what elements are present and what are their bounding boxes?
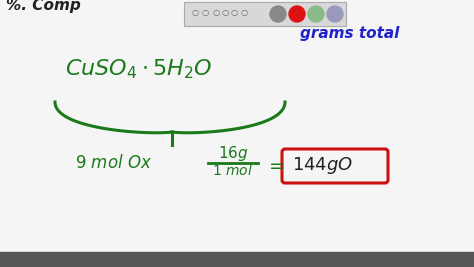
Circle shape xyxy=(308,6,324,22)
Circle shape xyxy=(289,6,305,22)
Text: $\mathit{9\ mol\ Ox}$: $\mathit{9\ mol\ Ox}$ xyxy=(75,154,153,172)
Text: $\mathit{1\ mol}$: $\mathit{1\ mol}$ xyxy=(212,163,253,178)
Bar xyxy=(0,252,474,267)
Text: ○: ○ xyxy=(213,8,220,17)
Text: grams total: grams total xyxy=(300,26,400,41)
FancyBboxPatch shape xyxy=(184,2,346,26)
FancyBboxPatch shape xyxy=(282,149,388,183)
Text: ○: ○ xyxy=(192,8,199,17)
Text: $\mathit{144gO}$: $\mathit{144gO}$ xyxy=(292,155,353,176)
Text: $=$: $=$ xyxy=(265,155,285,174)
Text: %. Comp: %. Comp xyxy=(6,0,81,13)
Text: $\mathit{16g}$: $\mathit{16g}$ xyxy=(218,144,248,163)
Text: ○: ○ xyxy=(241,8,248,17)
Text: ○: ○ xyxy=(231,8,238,17)
Circle shape xyxy=(270,6,286,22)
Text: ○: ○ xyxy=(222,8,229,17)
Text: ○: ○ xyxy=(202,8,209,17)
Text: $\mathit{CuSO_4 \cdot 5H_2O}$: $\mathit{CuSO_4 \cdot 5H_2O}$ xyxy=(65,57,212,81)
Circle shape xyxy=(327,6,343,22)
